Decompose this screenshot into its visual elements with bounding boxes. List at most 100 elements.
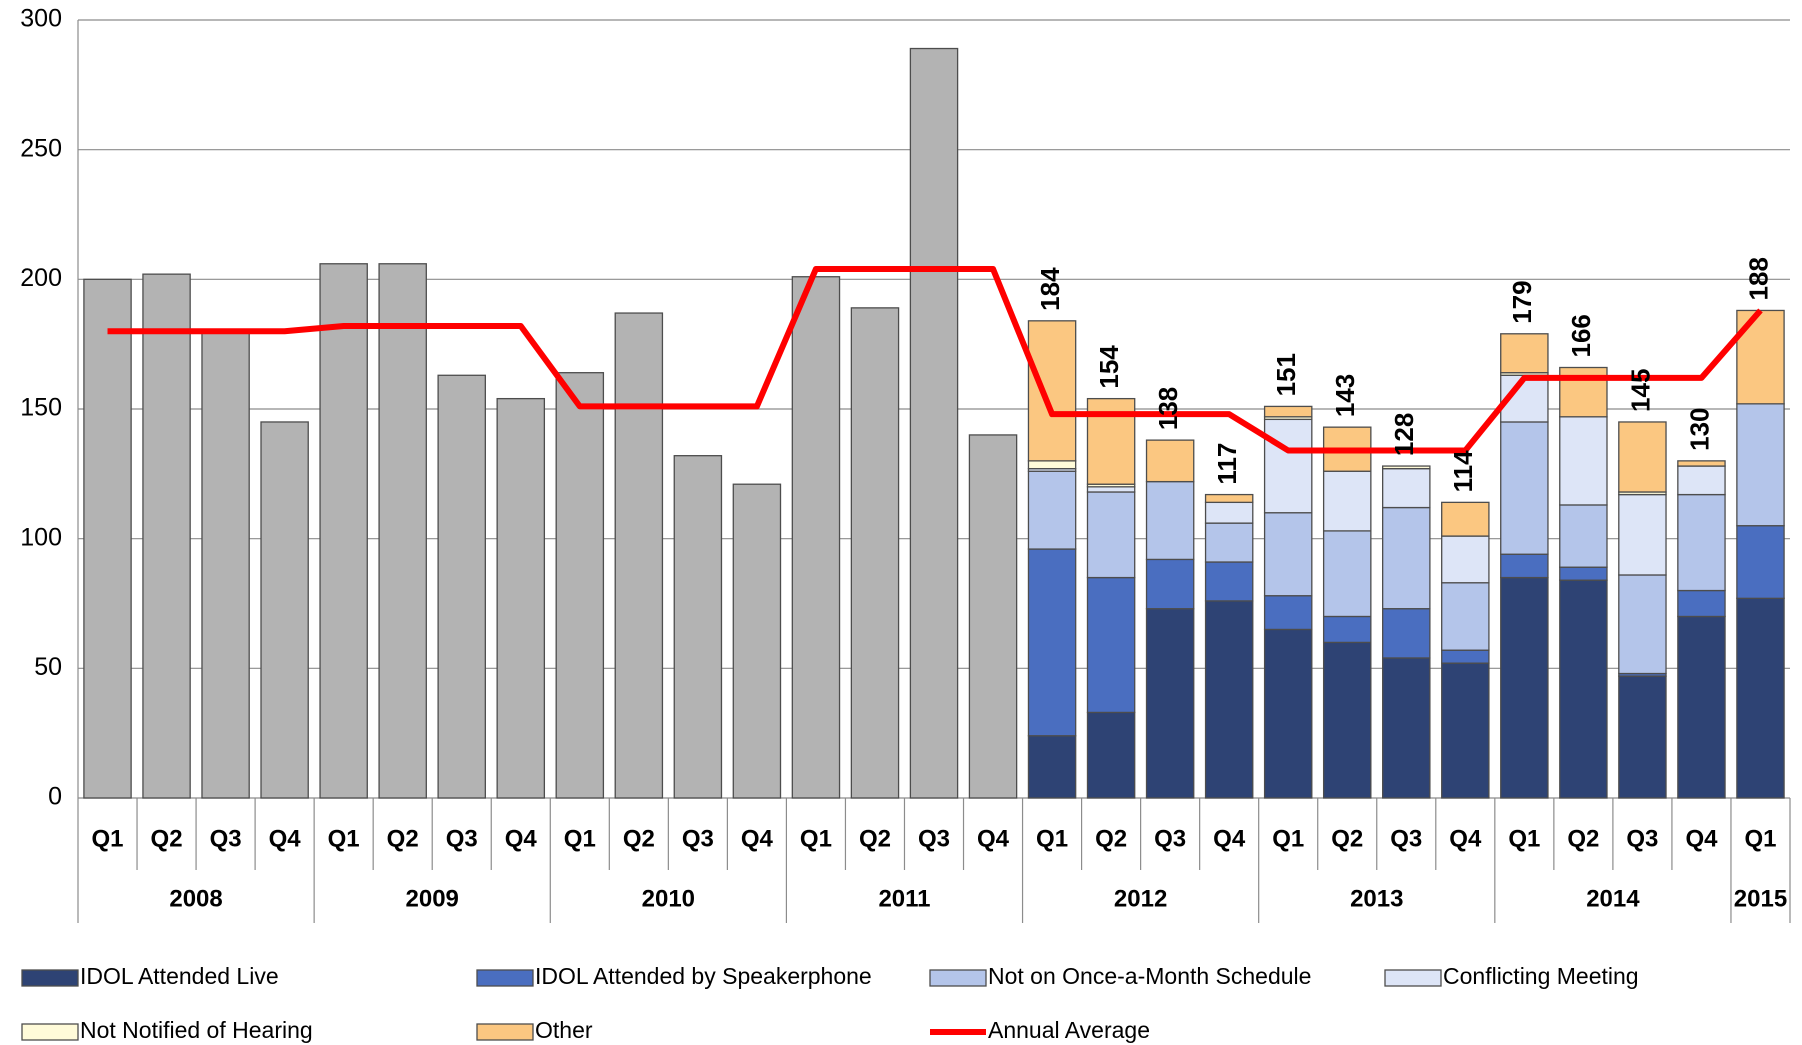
bar-segment: [1441, 662, 1490, 799]
bar-segment: [437, 374, 486, 799]
total-label: 154: [1094, 345, 1124, 389]
bar-segment: [1441, 501, 1490, 537]
legend-item: Other: [476, 1017, 593, 1043]
legend-item: Not Notified of Hearing: [21, 1017, 313, 1043]
bar-segment: [1027, 320, 1077, 462]
bar-segment: [673, 455, 723, 799]
bar-segment: [1263, 418, 1313, 514]
bar-segment: [1145, 480, 1195, 561]
bar-segment: [1145, 558, 1195, 610]
year-label: 2009: [406, 885, 459, 912]
year-label: 2015: [1734, 885, 1787, 912]
bar-segment: [1500, 421, 1549, 555]
bar-segment: [1736, 525, 1785, 599]
year-label: 2011: [878, 885, 930, 912]
bar-segment: [1027, 460, 1077, 470]
bar-segment: [1322, 530, 1372, 618]
y-tick-label: 100: [20, 523, 62, 551]
bar-segment: [1263, 628, 1313, 799]
bar-segment: [1204, 501, 1254, 524]
total-label: 184: [1035, 267, 1065, 311]
x-tick-label: Q4: [1685, 825, 1718, 852]
bar-segment: [142, 273, 191, 799]
bar-segment: [319, 263, 368, 799]
x-tick-label: Q4: [741, 825, 774, 852]
bar-segment: [1618, 675, 1667, 799]
x-tick-label: Q1: [1272, 825, 1304, 852]
bar-segment: [555, 372, 605, 799]
x-tick-label: Q1: [1744, 825, 1776, 852]
bar-segment: [1500, 333, 1549, 374]
x-tick-label: Q2: [859, 825, 891, 852]
bar-segment: [791, 276, 841, 799]
legend-swatch: [476, 1023, 534, 1041]
y-tick-label: 200: [20, 264, 62, 292]
x-tick-label: Q2: [623, 825, 655, 852]
bar-segment: [1382, 657, 1431, 799]
bar-segment: [1145, 439, 1195, 483]
bar-segment: [1677, 465, 1726, 496]
legend-label: Annual Average: [988, 1017, 1150, 1043]
bar-segment: [1559, 579, 1608, 799]
bar-segment: [496, 397, 546, 799]
legend-label: IDOL Attended Live: [80, 963, 279, 989]
bar-segment: [1677, 460, 1726, 467]
year-label: 2012: [1114, 885, 1167, 912]
x-tick-label: Q3: [446, 825, 478, 852]
bar-segment: [1736, 309, 1785, 405]
bar-segment: [1263, 405, 1313, 418]
x-tick-label: Q1: [800, 825, 832, 852]
bar-segment: [850, 307, 900, 799]
total-label: 143: [1330, 374, 1360, 417]
total-label: 166: [1566, 314, 1596, 357]
bar-segment: [1382, 608, 1431, 659]
bar-segment: [1736, 597, 1785, 799]
x-tick-label: Q1: [92, 825, 124, 852]
year-label: 2014: [1586, 885, 1640, 912]
total-label: 188: [1743, 257, 1773, 300]
x-tick-label: Q2: [1331, 825, 1363, 852]
bar-segment: [201, 330, 250, 799]
total-label: 114: [1448, 450, 1478, 492]
legend-item: Not on Once-a-Month Schedule: [929, 963, 1311, 989]
y-tick-label: 250: [20, 134, 62, 162]
x-tick-label: Q3: [918, 825, 950, 852]
bar-segment: [1382, 506, 1431, 610]
bar-segment: [1441, 649, 1490, 664]
legend-label: Other: [535, 1017, 593, 1043]
total-label: 128: [1389, 413, 1419, 456]
legend-swatch: [21, 1023, 79, 1041]
legend-item: Conflicting Meeting: [1384, 963, 1639, 989]
bar-segment: [968, 434, 1018, 799]
total-label: 179: [1507, 280, 1537, 323]
bar-segment: [1382, 465, 1431, 470]
bar-segment: [1322, 641, 1372, 799]
legend-swatch: [1384, 969, 1442, 987]
year-label: 2010: [642, 885, 695, 912]
bar-segment: [1086, 486, 1136, 493]
bar-segment: [1677, 589, 1726, 618]
bar-segment: [1086, 711, 1136, 799]
x-tick-label: Q4: [977, 825, 1010, 852]
bar-segment: [1204, 600, 1254, 799]
bar-segment: [1559, 504, 1608, 568]
x-tick-label: Q4: [505, 825, 538, 852]
y-tick-label: 0: [48, 783, 62, 811]
legend-swatch: [929, 969, 987, 987]
total-label: 151: [1271, 353, 1301, 396]
bar-segment: [1027, 470, 1077, 550]
bar-segment: [1145, 608, 1195, 799]
bar-segment: [732, 483, 782, 799]
average-line: [107, 265, 1763, 454]
x-tick-label: Q4: [1213, 825, 1246, 852]
bar-segment: [1204, 493, 1254, 504]
bar-segment: [1027, 735, 1077, 799]
bar-segment: [1204, 561, 1254, 602]
x-tick-label: Q2: [1095, 825, 1127, 852]
bar-segment: [378, 263, 427, 799]
x-tick-label: Q2: [387, 825, 419, 852]
bar-segment: [614, 312, 664, 799]
total-label: 138: [1153, 387, 1183, 430]
x-tick-label: Q3: [1390, 825, 1422, 852]
